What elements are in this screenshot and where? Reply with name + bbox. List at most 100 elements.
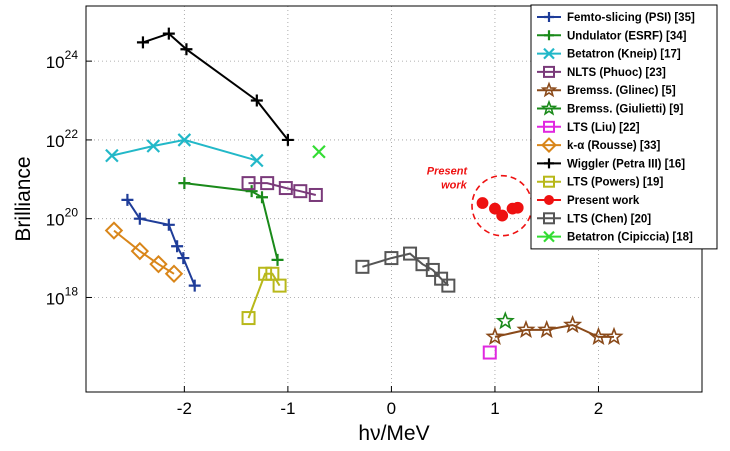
data-point	[425, 262, 440, 277]
data-point	[537, 319, 557, 339]
series-10	[476, 197, 524, 222]
y-tick-label: 1020	[46, 206, 79, 230]
legend-entry: Betatron (Kneip) [17]	[537, 47, 681, 61]
data-point	[312, 144, 326, 159]
data-point	[516, 319, 536, 339]
annotation-work: work	[441, 180, 468, 192]
data-point	[260, 176, 275, 191]
legend-entry: Wiggler (Petra III) [16]	[537, 158, 685, 170]
legend-marker	[543, 230, 555, 243]
legend-marker	[543, 120, 555, 133]
legend-marker	[540, 81, 558, 98]
data-point	[241, 176, 256, 191]
y-tick-label: 1022	[46, 127, 79, 151]
series-line	[494, 323, 614, 338]
legend-label: LTS (Liu) [22]	[567, 122, 640, 134]
data-point	[164, 264, 184, 283]
data-point	[511, 201, 524, 214]
data-point	[188, 279, 201, 292]
legend-entry: k-α (Rousse) [33]	[537, 137, 661, 154]
series-11	[355, 246, 456, 293]
legend-label: Betatron (Kneip) [17]	[567, 49, 681, 61]
legend-entry: Femto-slicing (PSI) [35]	[537, 12, 695, 24]
data-point	[258, 266, 273, 281]
legend-marker	[544, 158, 554, 169]
legend-label: k-α (Rousse) [33]	[567, 140, 661, 152]
data-point	[162, 27, 175, 40]
data-point	[133, 212, 146, 225]
y-axis-label: Brilliance	[12, 156, 35, 241]
data-point	[177, 133, 192, 147]
y-tick-label: 1024	[46, 48, 79, 72]
x-tick-label: -1	[280, 399, 295, 418]
data-point	[482, 345, 497, 360]
series-0	[121, 193, 201, 292]
axis-ticks: -2 -1 0 1 2 1024 1022 1020 1018	[46, 48, 603, 418]
data-point	[245, 185, 258, 198]
series-6	[482, 345, 497, 360]
data-point	[441, 278, 456, 293]
legend-entry: NLTS (Phuoc) [23]	[537, 65, 666, 79]
legend-label: Present work	[567, 195, 640, 207]
legend: Femto-slicing (PSI) [35] Undulator (ESRF)…	[530, 4, 718, 250]
x-axis-label: hν/MeV	[358, 422, 429, 445]
data-point	[250, 94, 263, 107]
series-line	[184, 182, 279, 261]
data-point	[293, 184, 308, 199]
data-point	[178, 177, 191, 190]
legend-label: Betatron (Cipiccia) [18]	[567, 232, 693, 244]
legend-entry: Bremss. (Giulietti) [9]	[537, 99, 683, 116]
series-3	[241, 176, 323, 202]
series-5	[495, 311, 515, 330]
legend-entry: Bremss. (Glinec) [5]	[537, 81, 676, 98]
series-4	[485, 314, 624, 345]
legend-marker	[543, 47, 555, 60]
data-point	[308, 187, 323, 202]
series-9	[241, 266, 287, 326]
legend-label: NLTS (Phuoc) [23]	[567, 67, 666, 79]
legend-entry: LTS (Chen) [20]	[537, 212, 651, 225]
data-point	[104, 221, 124, 240]
legend-marker	[544, 195, 554, 205]
data-point	[403, 246, 418, 261]
legend-marker	[544, 30, 554, 41]
data-point	[278, 181, 293, 196]
data-point	[355, 259, 370, 274]
data-point	[177, 252, 190, 265]
series-12	[312, 144, 326, 159]
data-point	[271, 253, 284, 266]
legend-entry: LTS (Powers) [19]	[537, 175, 663, 189]
data-point	[149, 254, 168, 274]
data-point	[180, 43, 193, 56]
data-point	[563, 314, 583, 334]
legend-label: Femto-slicing (PSI) [35]	[567, 12, 695, 24]
data-point	[130, 241, 150, 261]
y-tick-label: 1018	[46, 284, 79, 308]
x-tick-label: 2	[594, 399, 603, 418]
series-1	[178, 177, 284, 266]
series-line	[142, 32, 289, 141]
legend-label: Undulator (ESRF) [34]	[567, 30, 687, 42]
legend-box	[530, 4, 718, 250]
legend-marker	[544, 12, 554, 22]
series-line	[126, 199, 196, 286]
legend-marker	[543, 65, 555, 78]
legend-label: Bremss. (Glinec) [5]	[567, 85, 676, 97]
legend-entry: Present work	[537, 195, 640, 207]
series-2	[105, 133, 264, 168]
legend-marker	[541, 137, 557, 154]
series-7	[104, 221, 184, 283]
legend-marker	[543, 212, 555, 225]
data-point	[485, 326, 505, 345]
data-point	[105, 148, 119, 163]
data-point	[121, 193, 134, 206]
annotation-present: Present	[427, 166, 469, 178]
legend-label: LTS (Chen) [20]	[567, 213, 651, 225]
legend-marker	[543, 175, 555, 188]
series-line	[111, 138, 258, 162]
legend-label: Bremss. (Giulietti) [9]	[567, 104, 683, 116]
data-point	[384, 251, 399, 266]
data-point	[489, 202, 501, 215]
x-tick-label: -2	[177, 399, 192, 418]
